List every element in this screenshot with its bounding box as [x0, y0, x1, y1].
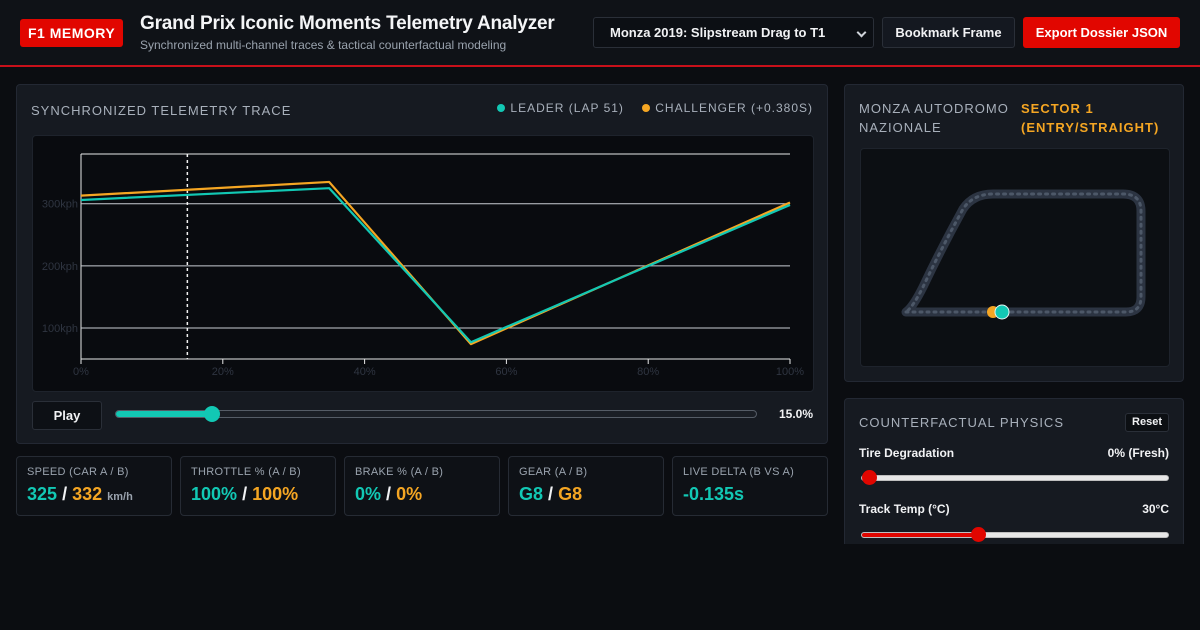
stat-value: 100% / 100%	[191, 484, 298, 505]
y-tick-label: 200kph	[42, 261, 78, 273]
track-map-svg	[901, 189, 1146, 320]
track-outline	[901, 189, 1146, 317]
stat-separator: /	[242, 484, 248, 504]
stat-value: G8 / G8	[519, 484, 582, 505]
stat-card-throttle: THROTTLE % (A / B) 100% / 100%	[180, 456, 336, 516]
stat-label: THROTTLE % (A / B)	[191, 466, 301, 478]
sector-indicator: SECTOR 1 (ENTRY/STRAIGHT)	[1021, 101, 1160, 135]
x-tick-label: 40%	[354, 366, 376, 378]
app-logo: F1 MEMORY	[20, 19, 124, 47]
legend-leader-label: LEADER (LAP 51)	[510, 101, 624, 115]
y-tick-label: 100kph	[42, 323, 78, 335]
x-tick-label: 80%	[637, 366, 659, 378]
page-subtitle: Synchronized multi-channel traces & tact…	[140, 38, 507, 52]
leader-speed-line	[80, 187, 791, 344]
scrubber-handle[interactable]	[204, 406, 220, 422]
bookmark-frame-button[interactable]: Bookmark Frame	[882, 17, 1015, 48]
stat-card-gear: GEAR (A / B) G8 / G8	[508, 456, 664, 516]
tire-slider-handle[interactable]	[862, 470, 877, 485]
stat-value-b: 332	[72, 484, 103, 504]
scrubber-fill	[116, 411, 212, 417]
stat-label: LIVE DELTA (B VS A)	[683, 466, 795, 478]
export-dossier-button[interactable]: Export Dossier JSON	[1023, 17, 1180, 48]
scrubber-value: 15.0%	[778, 407, 813, 421]
timeline-scrubber[interactable]	[115, 406, 757, 422]
leader-car-marker	[994, 304, 1010, 320]
x-tick-label: 100%	[776, 366, 804, 378]
stat-value-b: G8	[558, 484, 583, 504]
x-tick-label: 0%	[73, 366, 89, 378]
leader-dot-icon	[497, 104, 506, 112]
counterfactual-physics-panel: COUNTERFACTUAL PHYSICS Reset Tire Degrad…	[844, 398, 1184, 544]
tire-degradation-value: 0% (Fresh)	[1107, 446, 1169, 460]
challenger-dot-icon	[642, 104, 651, 112]
track-map	[860, 148, 1170, 367]
stat-label: SPEED (CAR A / B)	[27, 466, 129, 478]
track-map-panel: MONZA AUTODROMO NAZIONALE SECTOR 1 (ENTR…	[844, 84, 1184, 382]
telemetry-trace-panel: SYNCHRONIZED TELEMETRY TRACE LEADER (LAP…	[16, 84, 828, 444]
x-tick-label: 20%	[212, 366, 234, 378]
legend-leader: LEADER (LAP 51)	[497, 101, 624, 115]
stat-value: 325 / 332 km/h	[27, 484, 133, 505]
stat-value-b: 0%	[396, 484, 423, 504]
tire-degradation-slider[interactable]	[861, 470, 1169, 485]
track-name: MONZA AUTODROMO NAZIONALE	[859, 101, 1009, 135]
track-temp-slider[interactable]	[861, 527, 1169, 542]
stat-value: -0.135s	[683, 484, 744, 505]
track-centerline	[901, 192, 1143, 314]
stat-card-brake: BRAKE % (A / B) 0% / 0%	[344, 456, 500, 516]
stat-value-a: 0%	[355, 484, 382, 504]
physics-panel-title: COUNTERFACTUAL PHYSICS	[859, 415, 1064, 430]
chart-legend: LEADER (LAP 51) CHALLENGER (+0.380S)	[483, 101, 813, 115]
reset-button[interactable]: Reset	[1125, 413, 1169, 432]
stat-label: BRAKE % (A / B)	[355, 466, 444, 478]
stat-card-speed: SPEED (CAR A / B) 325 / 332 km/h	[16, 456, 172, 516]
page-title: Grand Prix Iconic Moments Telemetry Anal…	[140, 13, 555, 34]
y-tick-label: 300kph	[42, 199, 78, 211]
stat-card-delta: LIVE DELTA (B VS A) -0.135s	[672, 456, 828, 516]
moment-select[interactable]: Monza 2019: Slipstream Drag to T1	[593, 17, 874, 48]
moment-select-value: Monza 2019: Slipstream Drag to T1	[610, 25, 826, 40]
play-button[interactable]: Play	[32, 401, 102, 430]
telemetry-chart-svg: 100kph 200kph 300kph 0% 20% 40% 60% 80% 100%	[42, 153, 804, 378]
trace-panel-title: SYNCHRONIZED TELEMETRY TRACE	[31, 103, 292, 118]
legend-challenger-label: CHALLENGER (+0.380S)	[655, 101, 813, 115]
app-header: F1 MEMORY Grand Prix Iconic Moments Tele…	[0, 0, 1200, 67]
stat-separator: /	[386, 484, 392, 504]
stat-value-a: G8	[519, 484, 544, 504]
stat-value-a: 100%	[191, 484, 238, 504]
chevron-down-icon	[856, 27, 867, 38]
stat-separator: /	[548, 484, 554, 504]
x-tick-label: 60%	[495, 366, 517, 378]
tire-degradation-label: Tire Degradation	[859, 446, 955, 460]
temp-slider-fill	[862, 533, 979, 537]
stat-separator: /	[62, 484, 68, 504]
stat-unit: km/h	[107, 491, 133, 503]
stat-label: GEAR (A / B)	[519, 466, 588, 478]
stat-value-a: 325	[27, 484, 58, 504]
stat-value-a: -0.135s	[683, 484, 745, 504]
stat-value-b: 100%	[252, 484, 299, 504]
stat-value: 0% / 0%	[355, 484, 422, 505]
temp-slider-handle[interactable]	[971, 527, 987, 542]
track-temp-label: Track Temp (°C)	[859, 502, 950, 516]
track-temp-value: 30°C	[1142, 502, 1169, 516]
legend-challenger: CHALLENGER (+0.380S)	[642, 101, 813, 115]
telemetry-chart[interactable]: 100kph 200kph 300kph 0% 20% 40% 60% 80% 100%	[32, 135, 814, 392]
